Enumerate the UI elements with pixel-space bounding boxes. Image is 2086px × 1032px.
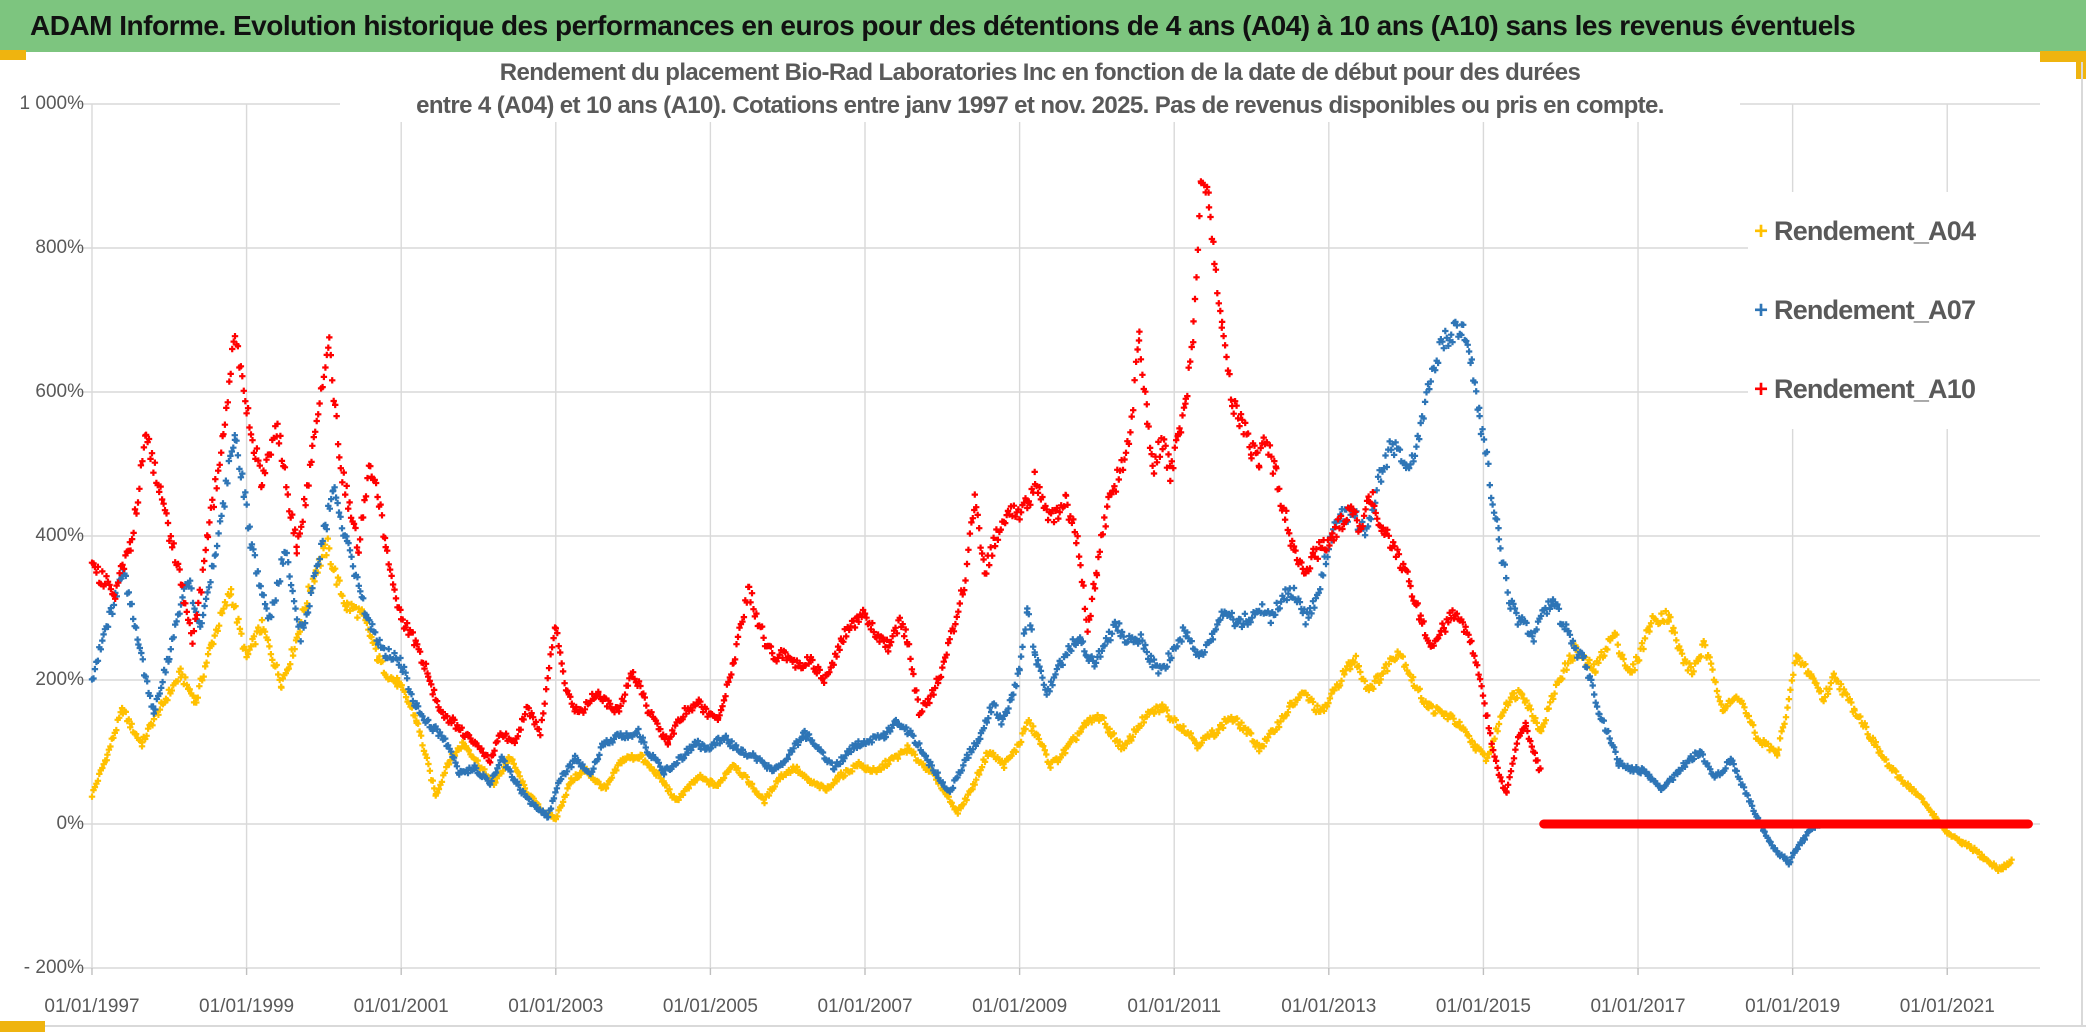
chart-title-line2: entre 4 (A04) et 10 ans (A10). Cotations… bbox=[416, 92, 1664, 119]
x-axis-label: 01/01/2011 bbox=[1127, 996, 1222, 1017]
y-axis-label: 1 000% bbox=[19, 93, 84, 114]
legend-item-rendement_a04: + Rendement_A04 bbox=[1748, 192, 2048, 271]
legend-item-rendement_a07: + Rendement_A07 bbox=[1748, 271, 2048, 350]
chart-title-line1: Rendement du placement Bio-Rad Laborator… bbox=[499, 59, 1581, 86]
gridlines bbox=[80, 103, 2040, 975]
series-rendement_a07 bbox=[88, 318, 1823, 868]
page-right-border bbox=[2081, 62, 2083, 1026]
banner-title: ADAM Informe. Evolution historique des p… bbox=[30, 10, 1856, 41]
legend-plus-marker-icon: + bbox=[1753, 296, 1768, 324]
x-axis-label: 01/01/1997 bbox=[44, 996, 140, 1017]
legend-plus-marker-icon: + bbox=[1753, 217, 1768, 245]
x-axis-label: 01/01/2001 bbox=[353, 996, 449, 1017]
series-rendement_a10 bbox=[88, 178, 1544, 796]
x-axis-label: 01/01/2019 bbox=[1745, 996, 1841, 1017]
y-axis-label: 600% bbox=[35, 381, 84, 402]
y-axis-label: 0% bbox=[56, 813, 84, 834]
page-bottom-border bbox=[45, 1025, 2086, 1027]
legend-plus-marker-icon: + bbox=[1753, 375, 1768, 403]
x-axis-label: 01/01/2007 bbox=[817, 996, 913, 1017]
y-axis-label: - 200% bbox=[23, 957, 84, 978]
accent-left-yellow bbox=[0, 50, 26, 60]
y-axis-label: 200% bbox=[35, 669, 84, 690]
x-axis-label: 01/01/2021 bbox=[1899, 996, 1995, 1017]
accent-bottom-left-yellow bbox=[0, 1021, 45, 1032]
y-axis-label: 800% bbox=[35, 237, 84, 258]
y-axis-label: 400% bbox=[35, 525, 84, 546]
legend-item-rendement_a10: + Rendement_A10 bbox=[1748, 350, 2048, 429]
legend-label: Rendement_A07 bbox=[1774, 295, 1976, 325]
x-axis-label: 01/01/2013 bbox=[1281, 996, 1377, 1017]
legend: + Rendement_A04 + Rendement_A07 + Rendement_A… bbox=[1748, 192, 2048, 429]
x-axis-label: 01/01/2015 bbox=[1435, 996, 1531, 1017]
legend-label: Rendement_A04 bbox=[1774, 216, 1976, 246]
x-axis-label: 01/01/1999 bbox=[199, 996, 295, 1017]
banner: ADAM Informe. Evolution historique des p… bbox=[0, 0, 2086, 52]
chart-title: Rendement du placement Bio-Rad Laborator… bbox=[340, 56, 1740, 122]
legend-label: Rendement_A10 bbox=[1774, 374, 1976, 404]
x-axis-label: 01/01/2005 bbox=[662, 996, 758, 1017]
x-axis-label: 01/01/2017 bbox=[1590, 996, 1686, 1017]
accent-top-right-yellow-h bbox=[2040, 51, 2086, 62]
x-axis-label: 01/01/2009 bbox=[972, 996, 1068, 1017]
x-axis-label: 01/01/2003 bbox=[508, 996, 604, 1017]
